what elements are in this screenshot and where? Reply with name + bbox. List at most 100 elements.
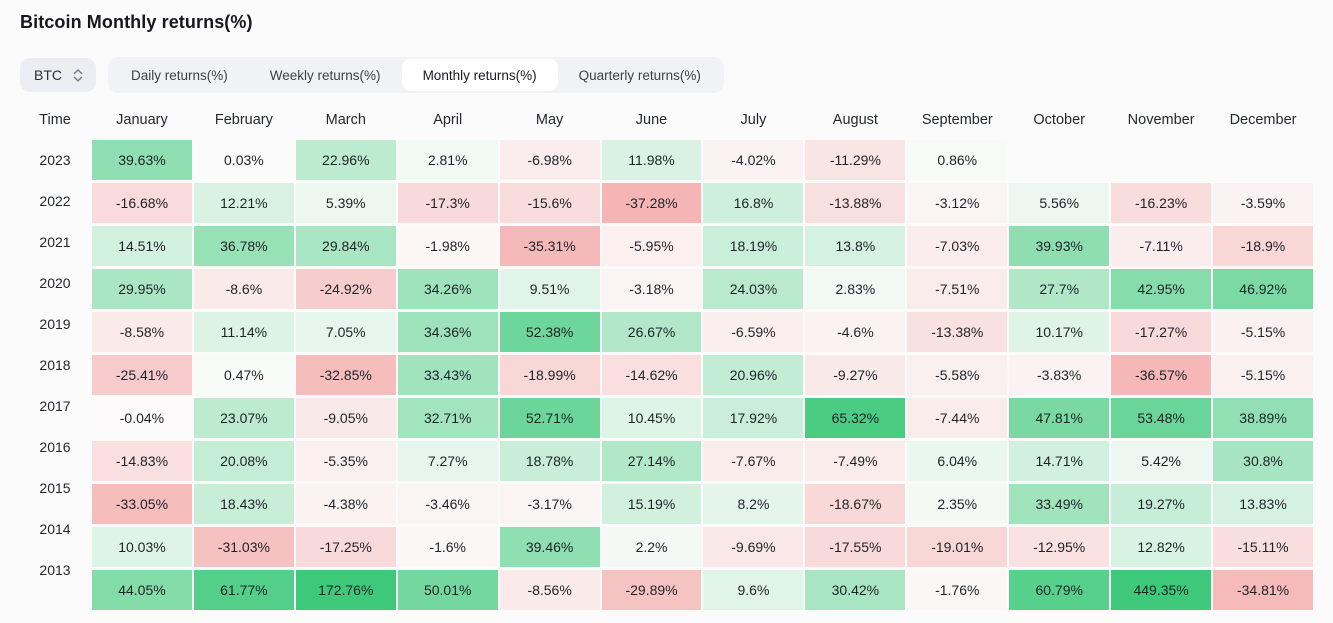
heatmap-cell[interactable]: 30.42% <box>805 570 906 610</box>
heatmap-cell[interactable]: 39.93% <box>1009 226 1110 266</box>
heatmap-cell[interactable]: 11.98% <box>601 140 702 180</box>
heatmap-cell[interactable]: -8.56% <box>499 570 600 610</box>
heatmap-cell[interactable]: -31.03% <box>193 527 294 567</box>
heatmap-cell[interactable]: -3.18% <box>601 269 702 309</box>
heatmap-cell[interactable]: -25.41% <box>92 355 192 395</box>
heatmap-cell[interactable]: 10.17% <box>1009 312 1110 352</box>
heatmap-cell[interactable]: -18.99% <box>499 355 600 395</box>
heatmap-cell[interactable]: -6.59% <box>703 312 804 352</box>
heatmap-cell[interactable]: -4.02% <box>703 140 804 180</box>
heatmap-cell[interactable]: 5.56% <box>1009 183 1110 223</box>
heatmap-cell[interactable]: 8.2% <box>703 484 804 524</box>
heatmap-cell[interactable]: -6.98% <box>499 140 600 180</box>
heatmap-cell[interactable]: 13.83% <box>1213 484 1313 524</box>
heatmap-cell[interactable]: 38.89% <box>1213 398 1313 438</box>
heatmap-cell[interactable]: 30.8% <box>1213 441 1313 481</box>
heatmap-cell[interactable]: -3.83% <box>1009 355 1110 395</box>
heatmap-cell[interactable]: 2.35% <box>907 484 1008 524</box>
heatmap-cell[interactable]: -5.35% <box>295 441 396 481</box>
heatmap-cell[interactable]: -11.29% <box>805 140 906 180</box>
heatmap-cell[interactable]: 18.43% <box>193 484 294 524</box>
heatmap-cell[interactable]: -8.58% <box>92 312 192 352</box>
heatmap-cell[interactable]: 0.47% <box>193 355 294 395</box>
heatmap-cell[interactable]: 2.81% <box>397 140 498 180</box>
heatmap-cell[interactable]: 53.48% <box>1111 398 1212 438</box>
heatmap-cell[interactable]: 5.42% <box>1111 441 1212 481</box>
heatmap-cell[interactable]: 22.96% <box>295 140 396 180</box>
heatmap-cell[interactable]: -7.67% <box>703 441 804 481</box>
heatmap-cell[interactable]: -18.67% <box>805 484 906 524</box>
heatmap-cell[interactable]: -17.27% <box>1111 312 1212 352</box>
heatmap-cell[interactable]: -19.01% <box>907 527 1008 567</box>
heatmap-cell[interactable]: -15.11% <box>1213 527 1313 567</box>
heatmap-cell[interactable]: 12.21% <box>193 183 294 223</box>
heatmap-cell[interactable]: 46.92% <box>1213 269 1313 309</box>
heatmap-cell[interactable]: -7.51% <box>907 269 1008 309</box>
heatmap-cell[interactable]: 33.43% <box>397 355 498 395</box>
heatmap-cell[interactable]: 52.38% <box>499 312 600 352</box>
heatmap-cell[interactable]: -1.76% <box>907 570 1008 610</box>
heatmap-cell[interactable]: 39.63% <box>92 140 192 180</box>
heatmap-cell[interactable]: -3.46% <box>397 484 498 524</box>
heatmap-cell[interactable]: -36.57% <box>1111 355 1212 395</box>
heatmap-cell[interactable]: -1.98% <box>397 226 498 266</box>
heatmap-cell[interactable]: 9.51% <box>499 269 600 309</box>
heatmap-cell[interactable]: 5.39% <box>295 183 396 223</box>
heatmap-cell[interactable]: -35.31% <box>499 226 600 266</box>
heatmap-cell[interactable]: 36.78% <box>193 226 294 266</box>
heatmap-cell[interactable]: -18.9% <box>1213 226 1313 266</box>
heatmap-cell[interactable]: -32.85% <box>295 355 396 395</box>
heatmap-cell[interactable]: -9.27% <box>805 355 906 395</box>
heatmap-cell[interactable]: -16.68% <box>92 183 192 223</box>
heatmap-cell[interactable]: 7.27% <box>397 441 498 481</box>
heatmap-cell[interactable]: 34.26% <box>397 269 498 309</box>
heatmap-cell[interactable]: 11.14% <box>193 312 294 352</box>
tab-quarterly[interactable]: Quarterly returns(%) <box>578 67 701 83</box>
heatmap-cell[interactable]: 42.95% <box>1111 269 1212 309</box>
heatmap-cell[interactable]: 44.05% <box>92 570 192 610</box>
heatmap-cell[interactable]: 6.04% <box>907 441 1008 481</box>
heatmap-cell[interactable]: 27.7% <box>1009 269 1110 309</box>
symbol-select[interactable]: BTC <box>20 58 96 92</box>
heatmap-cell[interactable]: -5.15% <box>1213 355 1313 395</box>
heatmap-cell[interactable]: -3.12% <box>907 183 1008 223</box>
heatmap-cell[interactable]: 19.27% <box>1111 484 1212 524</box>
heatmap-cell[interactable]: 10.45% <box>601 398 702 438</box>
heatmap-cell[interactable]: 47.81% <box>1009 398 1110 438</box>
heatmap-cell[interactable]: -13.38% <box>907 312 1008 352</box>
heatmap-cell[interactable]: -13.88% <box>805 183 906 223</box>
heatmap-cell[interactable]: 65.32% <box>805 398 906 438</box>
heatmap-cell[interactable]: 61.77% <box>193 570 294 610</box>
heatmap-cell[interactable]: -17.25% <box>295 527 396 567</box>
heatmap-cell[interactable]: -9.05% <box>295 398 396 438</box>
heatmap-cell[interactable]: 14.51% <box>92 226 192 266</box>
heatmap-cell[interactable]: 7.05% <box>295 312 396 352</box>
heatmap-cell[interactable]: -17.3% <box>397 183 498 223</box>
heatmap-cell[interactable]: 33.49% <box>1009 484 1110 524</box>
heatmap-cell[interactable]: -34.81% <box>1213 570 1313 610</box>
heatmap-cell[interactable]: 10.03% <box>92 527 192 567</box>
heatmap-cell[interactable]: -5.95% <box>601 226 702 266</box>
tab-monthly[interactable]: Monthly returns(%) <box>401 59 558 91</box>
heatmap-cell[interactable]: -7.49% <box>805 441 906 481</box>
heatmap-cell[interactable]: 27.14% <box>601 441 702 481</box>
heatmap-cell[interactable]: 26.67% <box>601 312 702 352</box>
heatmap-cell[interactable]: -7.11% <box>1111 226 1212 266</box>
heatmap-cell[interactable]: 20.08% <box>193 441 294 481</box>
heatmap-cell[interactable]: -4.6% <box>805 312 906 352</box>
heatmap-cell[interactable]: 13.8% <box>805 226 906 266</box>
heatmap-cell[interactable]: 60.79% <box>1009 570 1110 610</box>
heatmap-cell[interactable]: 29.84% <box>295 226 396 266</box>
heatmap-cell[interactable]: 18.78% <box>499 441 600 481</box>
heatmap-cell[interactable]: -14.62% <box>601 355 702 395</box>
heatmap-cell[interactable]: 32.71% <box>397 398 498 438</box>
heatmap-cell[interactable]: -24.92% <box>295 269 396 309</box>
heatmap-cell[interactable]: 172.76% <box>295 570 396 610</box>
heatmap-cell[interactable]: 12.82% <box>1111 527 1212 567</box>
tab-weekly[interactable]: Weekly returns(%) <box>269 67 381 83</box>
heatmap-cell[interactable]: 2.2% <box>601 527 702 567</box>
heatmap-cell[interactable]: 29.95% <box>92 269 192 309</box>
heatmap-cell[interactable]: -3.17% <box>499 484 600 524</box>
heatmap-cell[interactable]: 18.19% <box>703 226 804 266</box>
heatmap-cell[interactable]: 17.92% <box>703 398 804 438</box>
